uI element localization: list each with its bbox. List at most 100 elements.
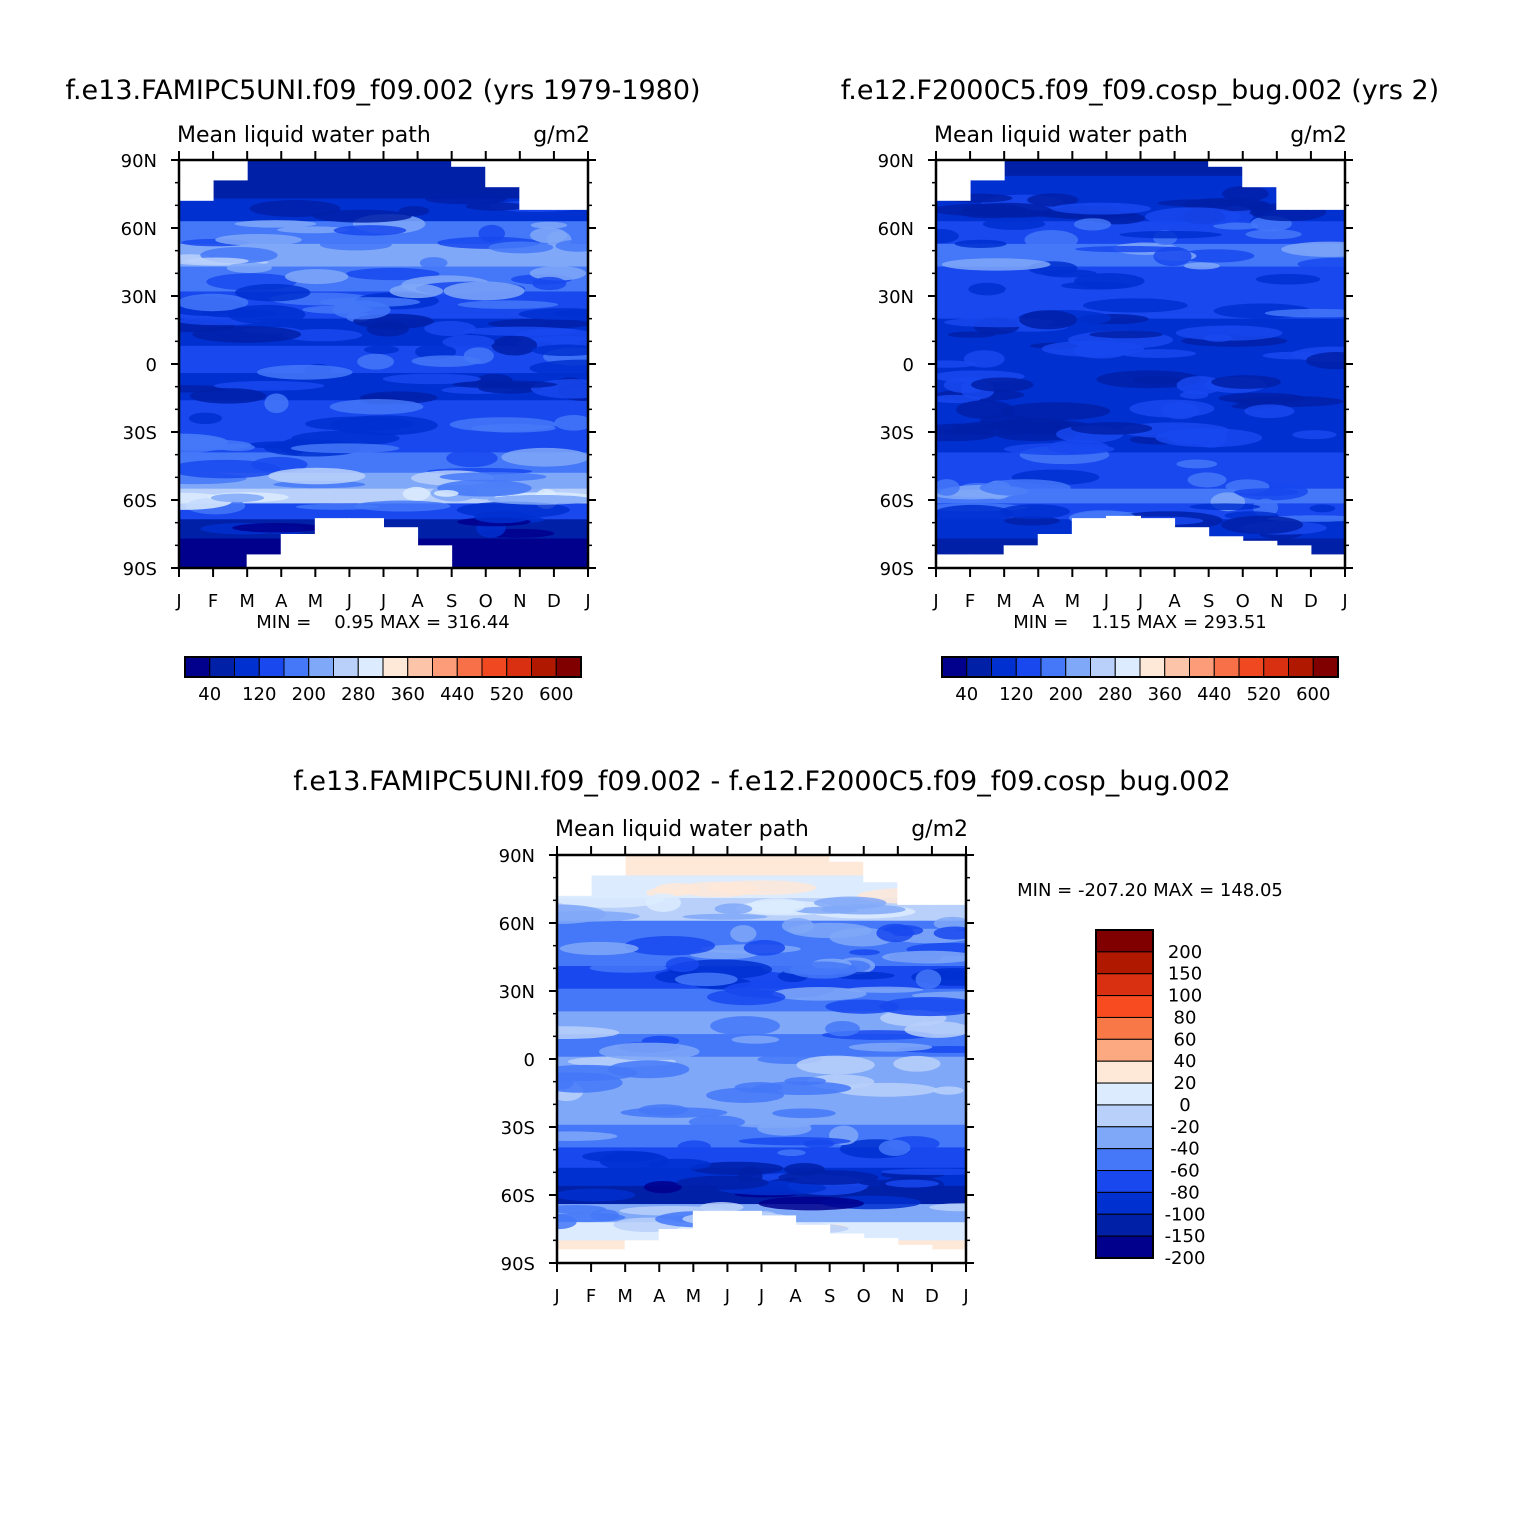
field-patch — [189, 388, 267, 404]
field-patch — [232, 522, 322, 533]
colorbar-label: -20 — [1170, 1117, 1199, 1138]
field-patch — [319, 239, 392, 251]
missing-data-region — [1242, 160, 1278, 188]
missing-data-region — [1174, 527, 1210, 568]
field-patch — [305, 416, 415, 432]
colorbar-box — [1095, 1038, 1154, 1062]
y-tick-label: 30N — [878, 287, 914, 308]
colorbar-box — [1095, 1170, 1154, 1193]
field-patch — [290, 443, 400, 454]
field-patch — [425, 193, 507, 205]
field-patch — [1281, 241, 1345, 257]
x-tick-label: F — [208, 591, 218, 612]
field-patch — [682, 913, 768, 920]
field-patch — [302, 305, 372, 314]
x-tick-label: M — [308, 591, 324, 612]
panel-stats: MIN = 0.95 MAX = 316.44 — [256, 612, 509, 633]
missing-data-region — [829, 855, 865, 862]
field-patch — [398, 206, 430, 216]
colorbar-frame — [184, 656, 582, 678]
field-patch — [1119, 230, 1222, 239]
colorbar-label: 440 — [440, 684, 474, 705]
field-patch — [249, 200, 341, 218]
colorbar-label: -150 — [1165, 1226, 1206, 1247]
missing-data-region — [863, 1238, 899, 1263]
field-patch — [825, 999, 900, 1014]
colorbar-label: 520 — [490, 684, 524, 705]
colorbar-label: 120 — [242, 684, 276, 705]
field-patch — [530, 227, 568, 243]
colorbar-label: 200 — [1168, 942, 1202, 963]
field-patch — [192, 325, 302, 343]
panel-test: f.e12.F2000C5.f09_f09.cosp_bug.002 (yrs … — [841, 75, 1439, 705]
field-patch — [1255, 274, 1321, 285]
field-patch — [1073, 218, 1112, 231]
missing-data-region — [1037, 534, 1073, 568]
field-patch — [929, 1203, 966, 1212]
panel-title: f.e13.FAMIPC5UNI.f09_f09.002 (yrs 1979-1… — [65, 75, 700, 106]
field-patch — [1175, 325, 1283, 341]
missing-data-region — [795, 1224, 831, 1263]
x-tick-label: J — [1137, 591, 1143, 612]
field-patch — [936, 504, 1014, 524]
field-patch — [731, 1035, 780, 1044]
field-layer — [557, 855, 966, 1263]
missing-data-region — [829, 1233, 865, 1263]
x-tick-label: F — [586, 1286, 596, 1307]
colorbar-box — [531, 656, 557, 678]
field-patch — [439, 472, 547, 482]
field-patch — [778, 1170, 879, 1185]
field-patch — [446, 449, 498, 468]
field-patch — [276, 226, 350, 234]
y-tick-label: 90S — [880, 559, 914, 580]
x-tick-label: J — [584, 591, 590, 612]
x-tick-label: J — [724, 1286, 730, 1307]
y-tick-label: 30S — [880, 423, 914, 444]
colorbar-box — [1095, 1213, 1154, 1237]
field-patch — [936, 394, 981, 404]
field-patch — [185, 257, 249, 265]
field-patch — [1041, 340, 1145, 357]
field-patch — [215, 233, 302, 246]
field-patch — [936, 479, 960, 496]
missing-data-region — [314, 518, 350, 568]
panel-control: f.e13.FAMIPC5UNI.f09_f09.002 (yrs 1979-1… — [65, 75, 700, 705]
y-tick-label: 30N — [499, 982, 535, 1003]
missing-data-region — [897, 855, 933, 905]
y-tick-label: 30N — [121, 287, 157, 308]
field-patch — [402, 486, 431, 501]
x-tick-label: J — [962, 1286, 968, 1307]
colorbar-label: 360 — [391, 684, 425, 705]
field-patch — [529, 266, 587, 281]
panel-title: f.e12.F2000C5.f09_f09.cosp_bug.002 (yrs … — [841, 75, 1439, 106]
colorbar-box — [382, 656, 409, 678]
field-patch — [452, 380, 558, 389]
x-tick-label: M — [617, 1286, 633, 1307]
field-patch — [1183, 262, 1220, 270]
field-patch — [491, 335, 538, 356]
colorbar-box — [1114, 656, 1141, 678]
field-patch — [433, 489, 459, 497]
field-patch — [590, 1209, 620, 1222]
field-patch — [501, 447, 588, 467]
field-patch — [1145, 207, 1242, 226]
field-patch — [1024, 230, 1079, 250]
panel-units: g/m2 — [533, 123, 590, 148]
field-patch — [557, 1026, 620, 1040]
colorbar-box — [481, 656, 508, 678]
field-patch — [531, 344, 588, 357]
y-tick-label: 0 — [903, 355, 914, 376]
field-patch — [437, 479, 532, 497]
field-patch — [813, 896, 887, 910]
missing-data-region — [485, 160, 521, 188]
field-patch — [1189, 503, 1261, 511]
missing-data-region — [519, 160, 555, 210]
missing-data-region — [417, 545, 453, 568]
field-patch — [557, 910, 640, 922]
colorbar-box — [308, 656, 334, 678]
field-patch — [1003, 443, 1115, 456]
x-tick-label: J — [758, 1286, 764, 1307]
field-patch — [956, 400, 1014, 419]
field-patch — [738, 1137, 851, 1146]
panel-stats: MIN = 1.15 MAX = 293.51 — [1013, 612, 1266, 633]
